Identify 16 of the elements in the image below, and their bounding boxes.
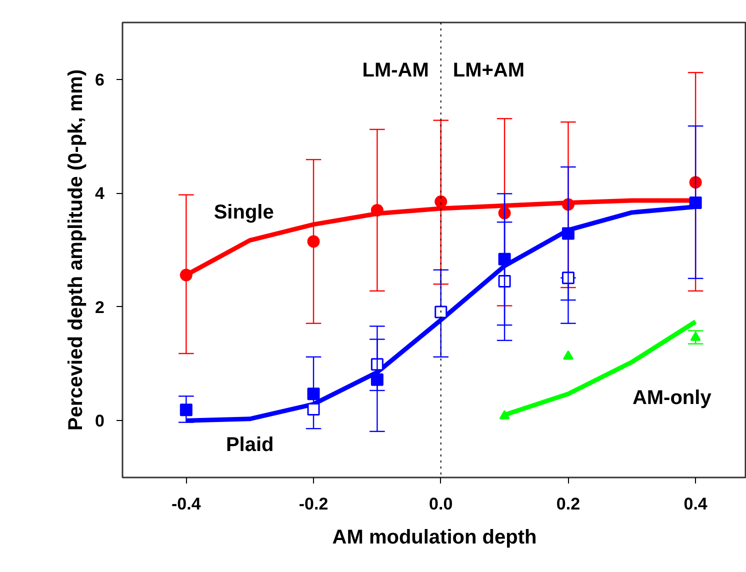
x-tick-label: -0.2 <box>298 494 328 514</box>
annotation: LM-AM <box>362 60 429 82</box>
y-axis-title: Percevied depth amplitude (0-pk, mm) <box>65 69 88 431</box>
y-tick-label: 4 <box>95 184 106 204</box>
x-tick-label: 0.0 <box>429 494 453 514</box>
x-axis-title: AM modulation depth <box>332 526 537 548</box>
y-tick-label: 2 <box>95 298 105 317</box>
y-tick-label: 0 <box>95 412 105 431</box>
series-label: Single <box>214 201 274 224</box>
series-label: AM-only <box>632 387 712 410</box>
y-tick-label: 6 <box>95 70 105 90</box>
series-label: Plaid <box>226 434 274 456</box>
x-tick-label: 0.4 <box>684 494 708 514</box>
annotation: LM+AM <box>452 60 525 82</box>
x-tick-label: -0.4 <box>172 494 202 514</box>
x-tick-label: 0.2 <box>556 494 580 514</box>
